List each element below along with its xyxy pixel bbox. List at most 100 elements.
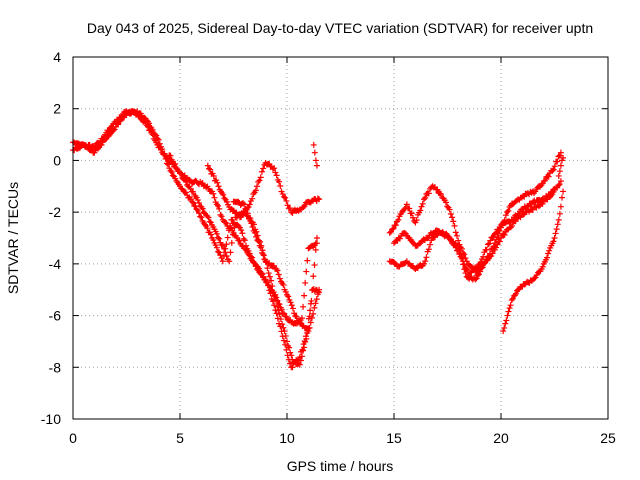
- data-point: [504, 312, 511, 319]
- data-point: [557, 162, 564, 169]
- interpolated-points: [124, 108, 140, 117]
- interpolated-points: [92, 134, 107, 148]
- x-tick-label: 10: [279, 430, 295, 446]
- interpolated-points: [285, 343, 296, 363]
- data-point: [560, 188, 567, 195]
- data-point: [446, 206, 453, 213]
- axis-ticks: [72, 56, 609, 420]
- interpolated-points: [387, 218, 401, 235]
- interpolated-points: [220, 218, 236, 234]
- interpolated-points: [210, 190, 225, 220]
- data-point: [296, 353, 303, 360]
- interpolated-points: [267, 286, 279, 299]
- interpolated-points: [103, 126, 118, 142]
- interpolated-points: [206, 165, 221, 186]
- interpolated-points: [280, 337, 294, 367]
- data-point: [305, 328, 312, 335]
- data-point: [296, 361, 303, 368]
- data-point: [557, 178, 564, 185]
- data-point: [260, 273, 267, 280]
- x-axis-label: GPS time / hours: [287, 458, 394, 474]
- interpolated-points: [210, 223, 225, 248]
- interpolated-points: [546, 238, 557, 254]
- interpolated-points: [396, 259, 409, 270]
- data-point: [273, 294, 280, 301]
- data-point: [420, 260, 427, 267]
- interpolated-points: [490, 238, 503, 253]
- interpolated-points: [405, 205, 418, 225]
- series-spike-e: [310, 141, 320, 169]
- interpolated-points: [280, 193, 294, 212]
- data-point: [266, 284, 273, 291]
- interpolated-points: [188, 188, 204, 209]
- data-point: [241, 201, 248, 208]
- data-point: [508, 297, 515, 304]
- interpolated-points: [216, 186, 232, 208]
- interpolated-points: [113, 112, 129, 128]
- interpolated-points: [199, 217, 214, 238]
- data-point: [549, 167, 556, 174]
- interpolated-points: [422, 237, 435, 265]
- interpolated-points: [522, 277, 535, 287]
- interpolated-points: [531, 268, 544, 282]
- series-track-e: [230, 198, 323, 335]
- y-tick-label: -4: [49, 256, 62, 272]
- interpolated-points: [505, 302, 514, 315]
- data-point: [472, 276, 479, 283]
- data-point: [438, 191, 445, 198]
- interpolated-points: [499, 218, 514, 227]
- data-point: [403, 201, 410, 208]
- interpolated-points: [167, 152, 182, 175]
- data-point: [551, 235, 558, 241]
- interpolated-points: [533, 180, 546, 193]
- y-tick-label: -2: [49, 204, 62, 220]
- data-point: [316, 286, 323, 293]
- interpolated-points: [231, 232, 247, 249]
- data-point: [313, 240, 320, 247]
- data-point: [551, 185, 558, 192]
- data-point: [540, 196, 547, 203]
- interpolated-points: [482, 253, 495, 266]
- chart-title: Day 043 of 2025, Sidereal Day-to-day VTE…: [87, 20, 593, 36]
- data-point: [316, 196, 323, 203]
- interpolated-points: [556, 168, 563, 175]
- interpolated-points: [467, 261, 482, 276]
- interpolated-points: [499, 226, 512, 239]
- y-axis-label: SDTVAR / TECUs: [5, 182, 21, 294]
- interpolated-points: [298, 329, 311, 355]
- interpolated-points: [488, 223, 503, 241]
- interpolated-points: [229, 216, 242, 230]
- x-tick-label: 20: [493, 430, 509, 446]
- data-point: [487, 237, 494, 244]
- interpolated-points: [272, 169, 285, 195]
- data-points: [70, 108, 567, 371]
- data-point: [155, 136, 162, 143]
- interpolated-points: [261, 276, 272, 289]
- interpolated-points: [533, 200, 546, 211]
- data-point: [312, 157, 319, 164]
- y-tick-label: 0: [53, 152, 61, 168]
- interpolated-points: [413, 261, 426, 271]
- data-point: [455, 237, 462, 244]
- interpolated-points: [413, 200, 426, 224]
- data-point: [204, 162, 211, 169]
- data-point: [313, 162, 320, 169]
- y-tick-label: 2: [53, 101, 61, 117]
- interpolated-points: [178, 185, 193, 201]
- interpolated-points: [253, 233, 268, 263]
- interpolated-points: [242, 205, 257, 234]
- data-point: [557, 149, 564, 156]
- interpolated-points: [306, 246, 319, 320]
- interpolated-points: [274, 297, 285, 313]
- interpolated-points: [135, 110, 150, 124]
- interpolated-points: [255, 264, 266, 277]
- interpolated-points: [272, 307, 285, 335]
- interpolated-points: [210, 237, 225, 262]
- interpolated-points: [156, 140, 172, 168]
- data-point: [313, 235, 320, 241]
- data-point: [219, 242, 226, 249]
- data-point: [251, 229, 258, 236]
- interpolated-points: [552, 221, 561, 237]
- data-point: [298, 315, 305, 322]
- data-point: [279, 191, 286, 198]
